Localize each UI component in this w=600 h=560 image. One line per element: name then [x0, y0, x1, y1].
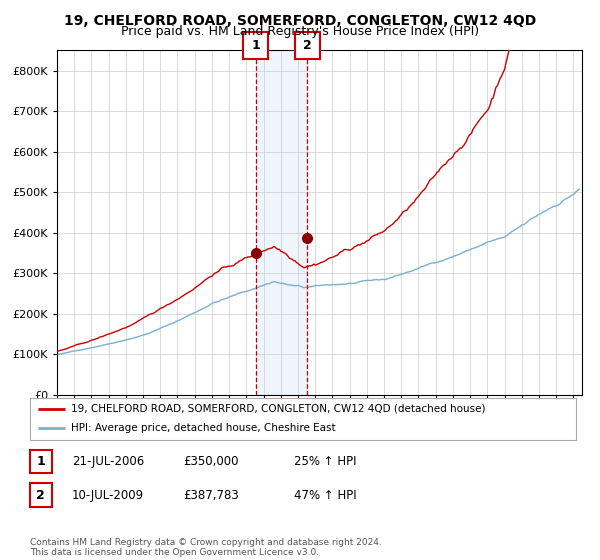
Text: 2: 2 [37, 488, 45, 502]
Text: £387,783: £387,783 [183, 488, 239, 502]
Text: Contains HM Land Registry data © Crown copyright and database right 2024.
This d: Contains HM Land Registry data © Crown c… [30, 538, 382, 557]
Text: 10-JUL-2009: 10-JUL-2009 [72, 488, 144, 502]
Text: 25% ↑ HPI: 25% ↑ HPI [294, 455, 356, 468]
Text: 21-JUL-2006: 21-JUL-2006 [72, 455, 144, 468]
Text: 2: 2 [303, 39, 311, 52]
Text: £350,000: £350,000 [183, 455, 239, 468]
Text: 1: 1 [251, 39, 260, 52]
Text: 19, CHELFORD ROAD, SOMERFORD, CONGLETON, CW12 4QD: 19, CHELFORD ROAD, SOMERFORD, CONGLETON,… [64, 14, 536, 28]
Text: 47% ↑ HPI: 47% ↑ HPI [294, 488, 356, 502]
Text: 19, CHELFORD ROAD, SOMERFORD, CONGLETON, CW12 4QD (detached house): 19, CHELFORD ROAD, SOMERFORD, CONGLETON,… [71, 404, 485, 414]
Text: Price paid vs. HM Land Registry's House Price Index (HPI): Price paid vs. HM Land Registry's House … [121, 25, 479, 38]
Text: HPI: Average price, detached house, Cheshire East: HPI: Average price, detached house, Ches… [71, 423, 335, 433]
Bar [256, 50, 307, 395]
Text: 1: 1 [37, 455, 45, 468]
